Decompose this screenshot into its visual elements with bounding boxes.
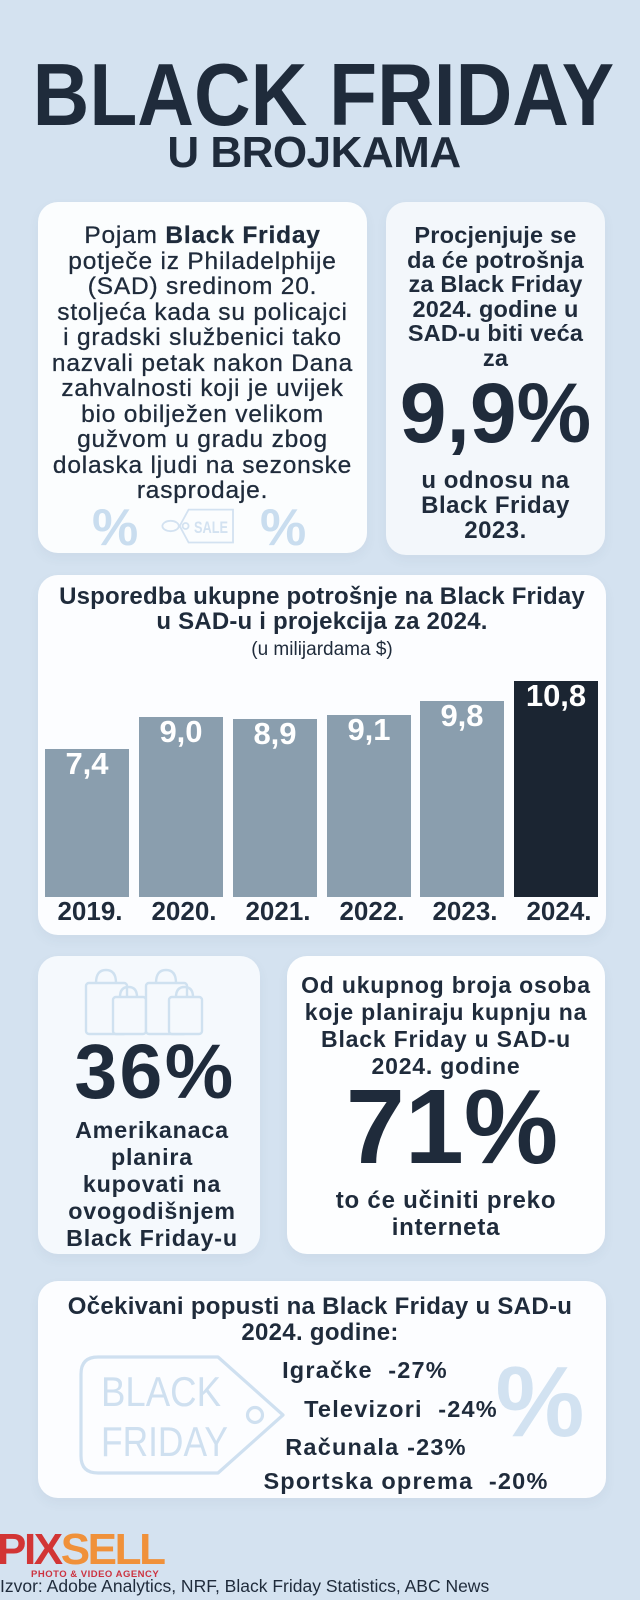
svg-text:SALE: SALE <box>194 518 228 537</box>
svg-text:FRIDAY: FRIDAY <box>101 1418 228 1465</box>
svg-text:BLACK: BLACK <box>101 1368 221 1415</box>
